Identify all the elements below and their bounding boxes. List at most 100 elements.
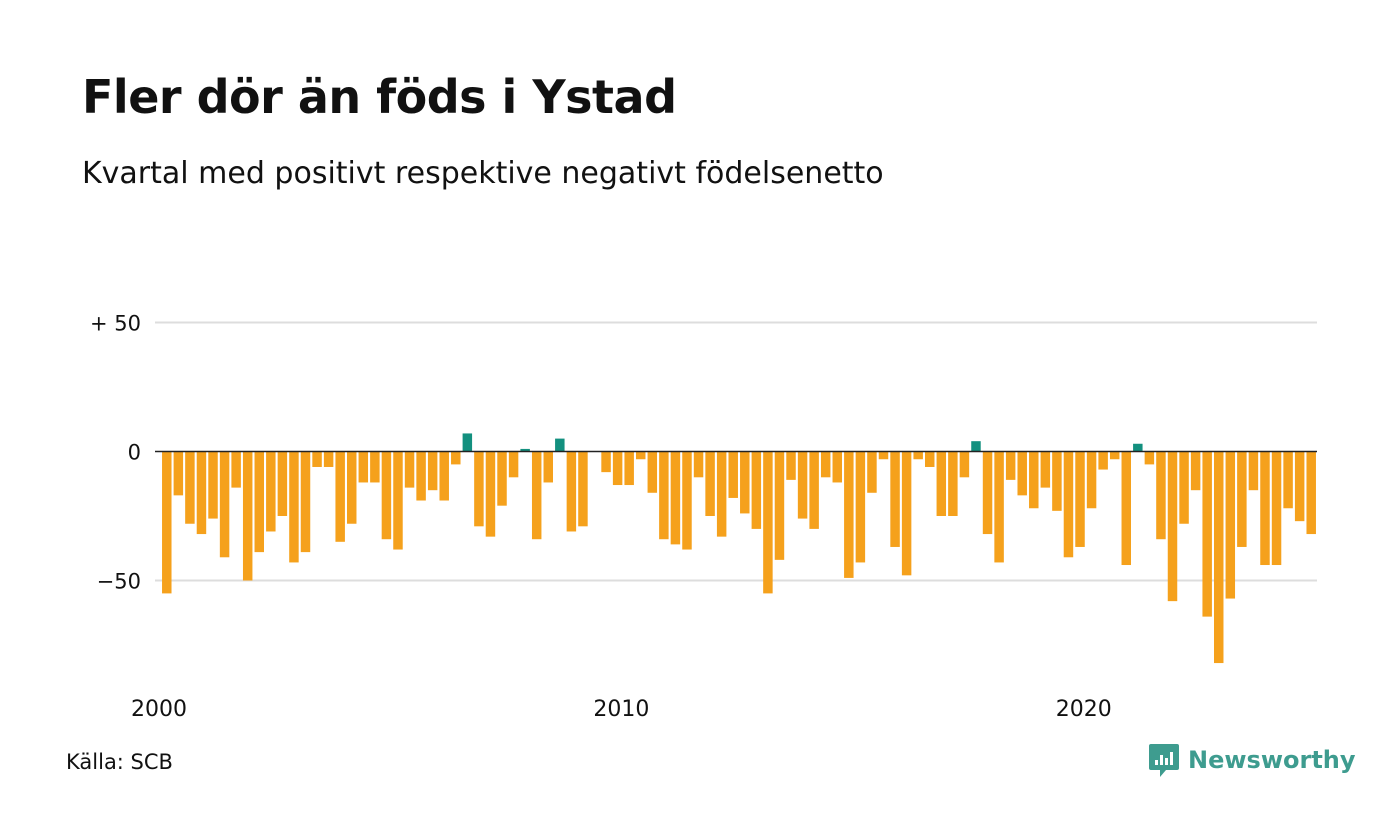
bar <box>682 451 692 550</box>
bar <box>1063 451 1074 558</box>
bar <box>786 451 796 480</box>
bar <box>867 451 877 493</box>
bar <box>716 451 727 537</box>
x-tick-label: 2000 <box>131 697 187 722</box>
bar <box>612 451 623 486</box>
y-tick-label: 0 <box>128 441 141 465</box>
bar <box>925 451 935 467</box>
bar <box>196 451 207 535</box>
bar <box>1133 443 1143 452</box>
brand-name: Newsworthy <box>1188 746 1356 774</box>
bar <box>670 451 681 545</box>
bar <box>185 451 195 524</box>
bar <box>404 451 415 488</box>
bar <box>1075 451 1085 547</box>
bar <box>659 451 669 540</box>
bar <box>254 451 264 553</box>
bar <box>624 451 634 486</box>
brand-logo[interactable]: Newsworthy <box>1148 742 1356 778</box>
bar <box>531 451 542 540</box>
bar <box>948 451 958 516</box>
bar <box>1225 451 1236 599</box>
bar <box>427 451 438 491</box>
bar <box>636 451 646 460</box>
bar <box>1052 451 1062 511</box>
bar <box>1109 451 1120 460</box>
bar <box>508 451 519 478</box>
bar <box>416 451 426 501</box>
bar <box>1179 451 1189 524</box>
bar <box>855 451 866 563</box>
chart-title: Fler dör än föds i Ystad <box>82 70 677 124</box>
bar <box>266 451 276 532</box>
bar <box>1156 451 1166 540</box>
x-axis-labels: 2000 2010 2020 <box>131 697 1112 722</box>
bar <box>485 451 496 537</box>
bar <box>705 451 715 516</box>
bar <box>832 451 842 483</box>
bar <box>208 451 218 519</box>
bar <box>312 451 322 467</box>
bar <box>797 451 808 519</box>
bar <box>497 451 507 506</box>
bar <box>740 451 750 514</box>
bar <box>358 451 369 483</box>
bar <box>370 451 380 483</box>
bar <box>774 451 785 560</box>
bar <box>1306 451 1316 535</box>
y-axis-labels: + 50 0 −50 <box>90 312 141 594</box>
bar <box>1271 451 1282 566</box>
bar <box>578 451 588 527</box>
bar <box>1283 451 1293 509</box>
bar <box>451 451 461 465</box>
bar <box>1040 451 1051 488</box>
bar <box>1017 451 1027 496</box>
bar <box>844 451 854 578</box>
bar <box>647 451 658 493</box>
bar <box>728 451 738 498</box>
bar <box>1248 451 1259 491</box>
bar <box>1086 451 1097 509</box>
bar <box>1144 451 1155 465</box>
bar <box>289 451 299 563</box>
bar <box>335 451 345 542</box>
bar <box>543 451 553 483</box>
bar <box>300 451 311 553</box>
bar <box>323 451 334 467</box>
bar <box>1260 451 1270 566</box>
bar <box>1167 451 1178 602</box>
bar <box>994 451 1004 563</box>
bar <box>913 451 923 460</box>
bar <box>959 451 970 478</box>
bar <box>693 451 704 478</box>
x-tick-label: 2010 <box>593 697 649 722</box>
bar <box>219 451 230 558</box>
bar <box>462 433 473 452</box>
bar <box>751 451 762 529</box>
bar <box>555 438 565 452</box>
bar <box>231 451 241 488</box>
bar <box>901 451 912 576</box>
bar <box>809 451 819 529</box>
bar <box>566 451 577 532</box>
y-tick-label: + 50 <box>90 312 141 336</box>
bar <box>1214 451 1224 664</box>
x-tick-label: 2020 <box>1056 697 1112 722</box>
bar <box>162 451 172 594</box>
bar <box>1029 451 1039 509</box>
newsworthy-logo-icon <box>1149 744 1179 777</box>
bar <box>439 451 449 501</box>
bars <box>162 433 1316 664</box>
grid-lines <box>155 321 1317 582</box>
bar <box>982 451 993 535</box>
bar <box>1237 451 1247 547</box>
bar <box>820 451 831 478</box>
source-note: Källa: SCB <box>66 750 173 774</box>
bar <box>878 451 889 460</box>
bar <box>347 451 357 524</box>
bar <box>393 451 403 550</box>
bar <box>277 451 288 516</box>
bar <box>971 441 981 452</box>
bar <box>474 451 484 527</box>
